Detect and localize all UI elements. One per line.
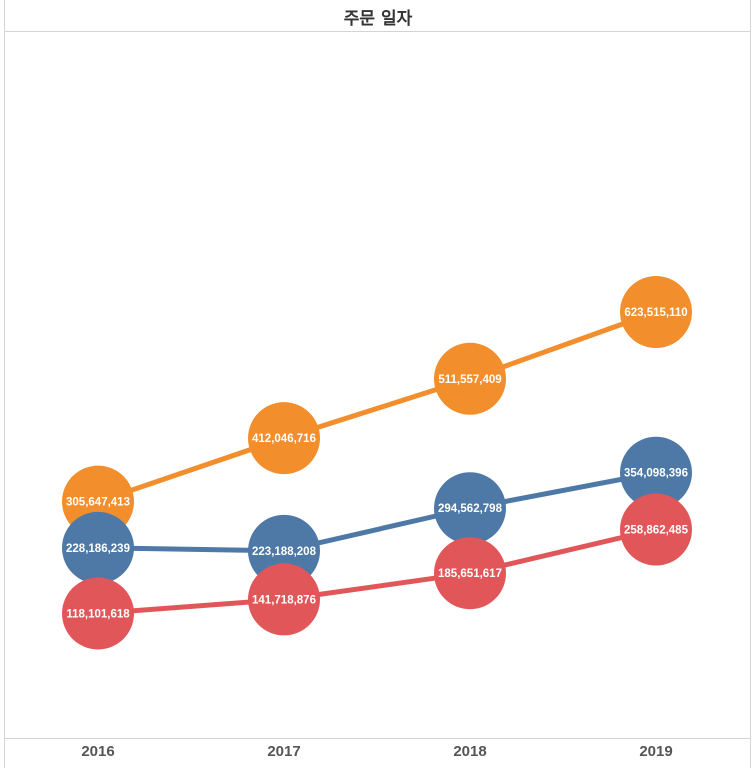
data-label-0-2018: 511,557,409 <box>438 374 501 386</box>
chart-frame <box>4 0 751 768</box>
data-label-1-2019: 354,098,396 <box>624 468 688 480</box>
x-axis: 2016 2017 2018 2019 <box>81 743 672 760</box>
data-point-2-2019[interactable] <box>620 493 692 566</box>
data-point-2-2016[interactable] <box>62 577 134 650</box>
series-points: 305,647,413 412,046,716 511,557,409 623,515… <box>62 276 692 650</box>
chart-title: 주문 일자 <box>344 9 413 29</box>
data-point-1-2016[interactable] <box>62 511 134 584</box>
data-label-2-2019: 258,862,485 <box>624 525 689 537</box>
data-point-1-2019[interactable] <box>620 436 692 509</box>
data-label-0-2016: 305,647,413 <box>66 497 130 509</box>
data-point-0-2017[interactable] <box>248 402 320 475</box>
data-point-2-2018[interactable] <box>434 537 506 610</box>
data-label-2-2016: 118,101,618 <box>66 609 130 621</box>
series-line-1 <box>97 470 657 554</box>
series-line-0 <box>97 309 657 504</box>
x-tick-label-2016: 2016 <box>81 743 114 760</box>
data-point-2-2017[interactable] <box>248 563 320 636</box>
series-lines <box>97 309 657 616</box>
data-label-0-2019: 623,515,110 <box>624 307 687 319</box>
series-line-2 <box>97 527 657 616</box>
data-point-0-2018[interactable] <box>434 342 506 415</box>
data-label-2-2018: 185,651,617 <box>438 568 502 580</box>
data-label-1-2018: 294,562,798 <box>438 503 503 515</box>
data-label-2-2017: 141,718,876 <box>252 594 316 606</box>
x-tick-label-2017: 2017 <box>267 743 300 760</box>
x-tick-label-2019: 2019 <box>639 743 672 760</box>
data-label-0-2017: 412,046,716 <box>252 433 316 445</box>
x-tick-label-2018: 2018 <box>453 743 486 760</box>
data-label-1-2016: 228,186,239 <box>66 543 130 555</box>
data-point-1-2018[interactable] <box>434 472 506 545</box>
data-label-1-2017: 223,188,208 <box>252 546 317 558</box>
data-point-0-2019[interactable] <box>620 276 692 349</box>
